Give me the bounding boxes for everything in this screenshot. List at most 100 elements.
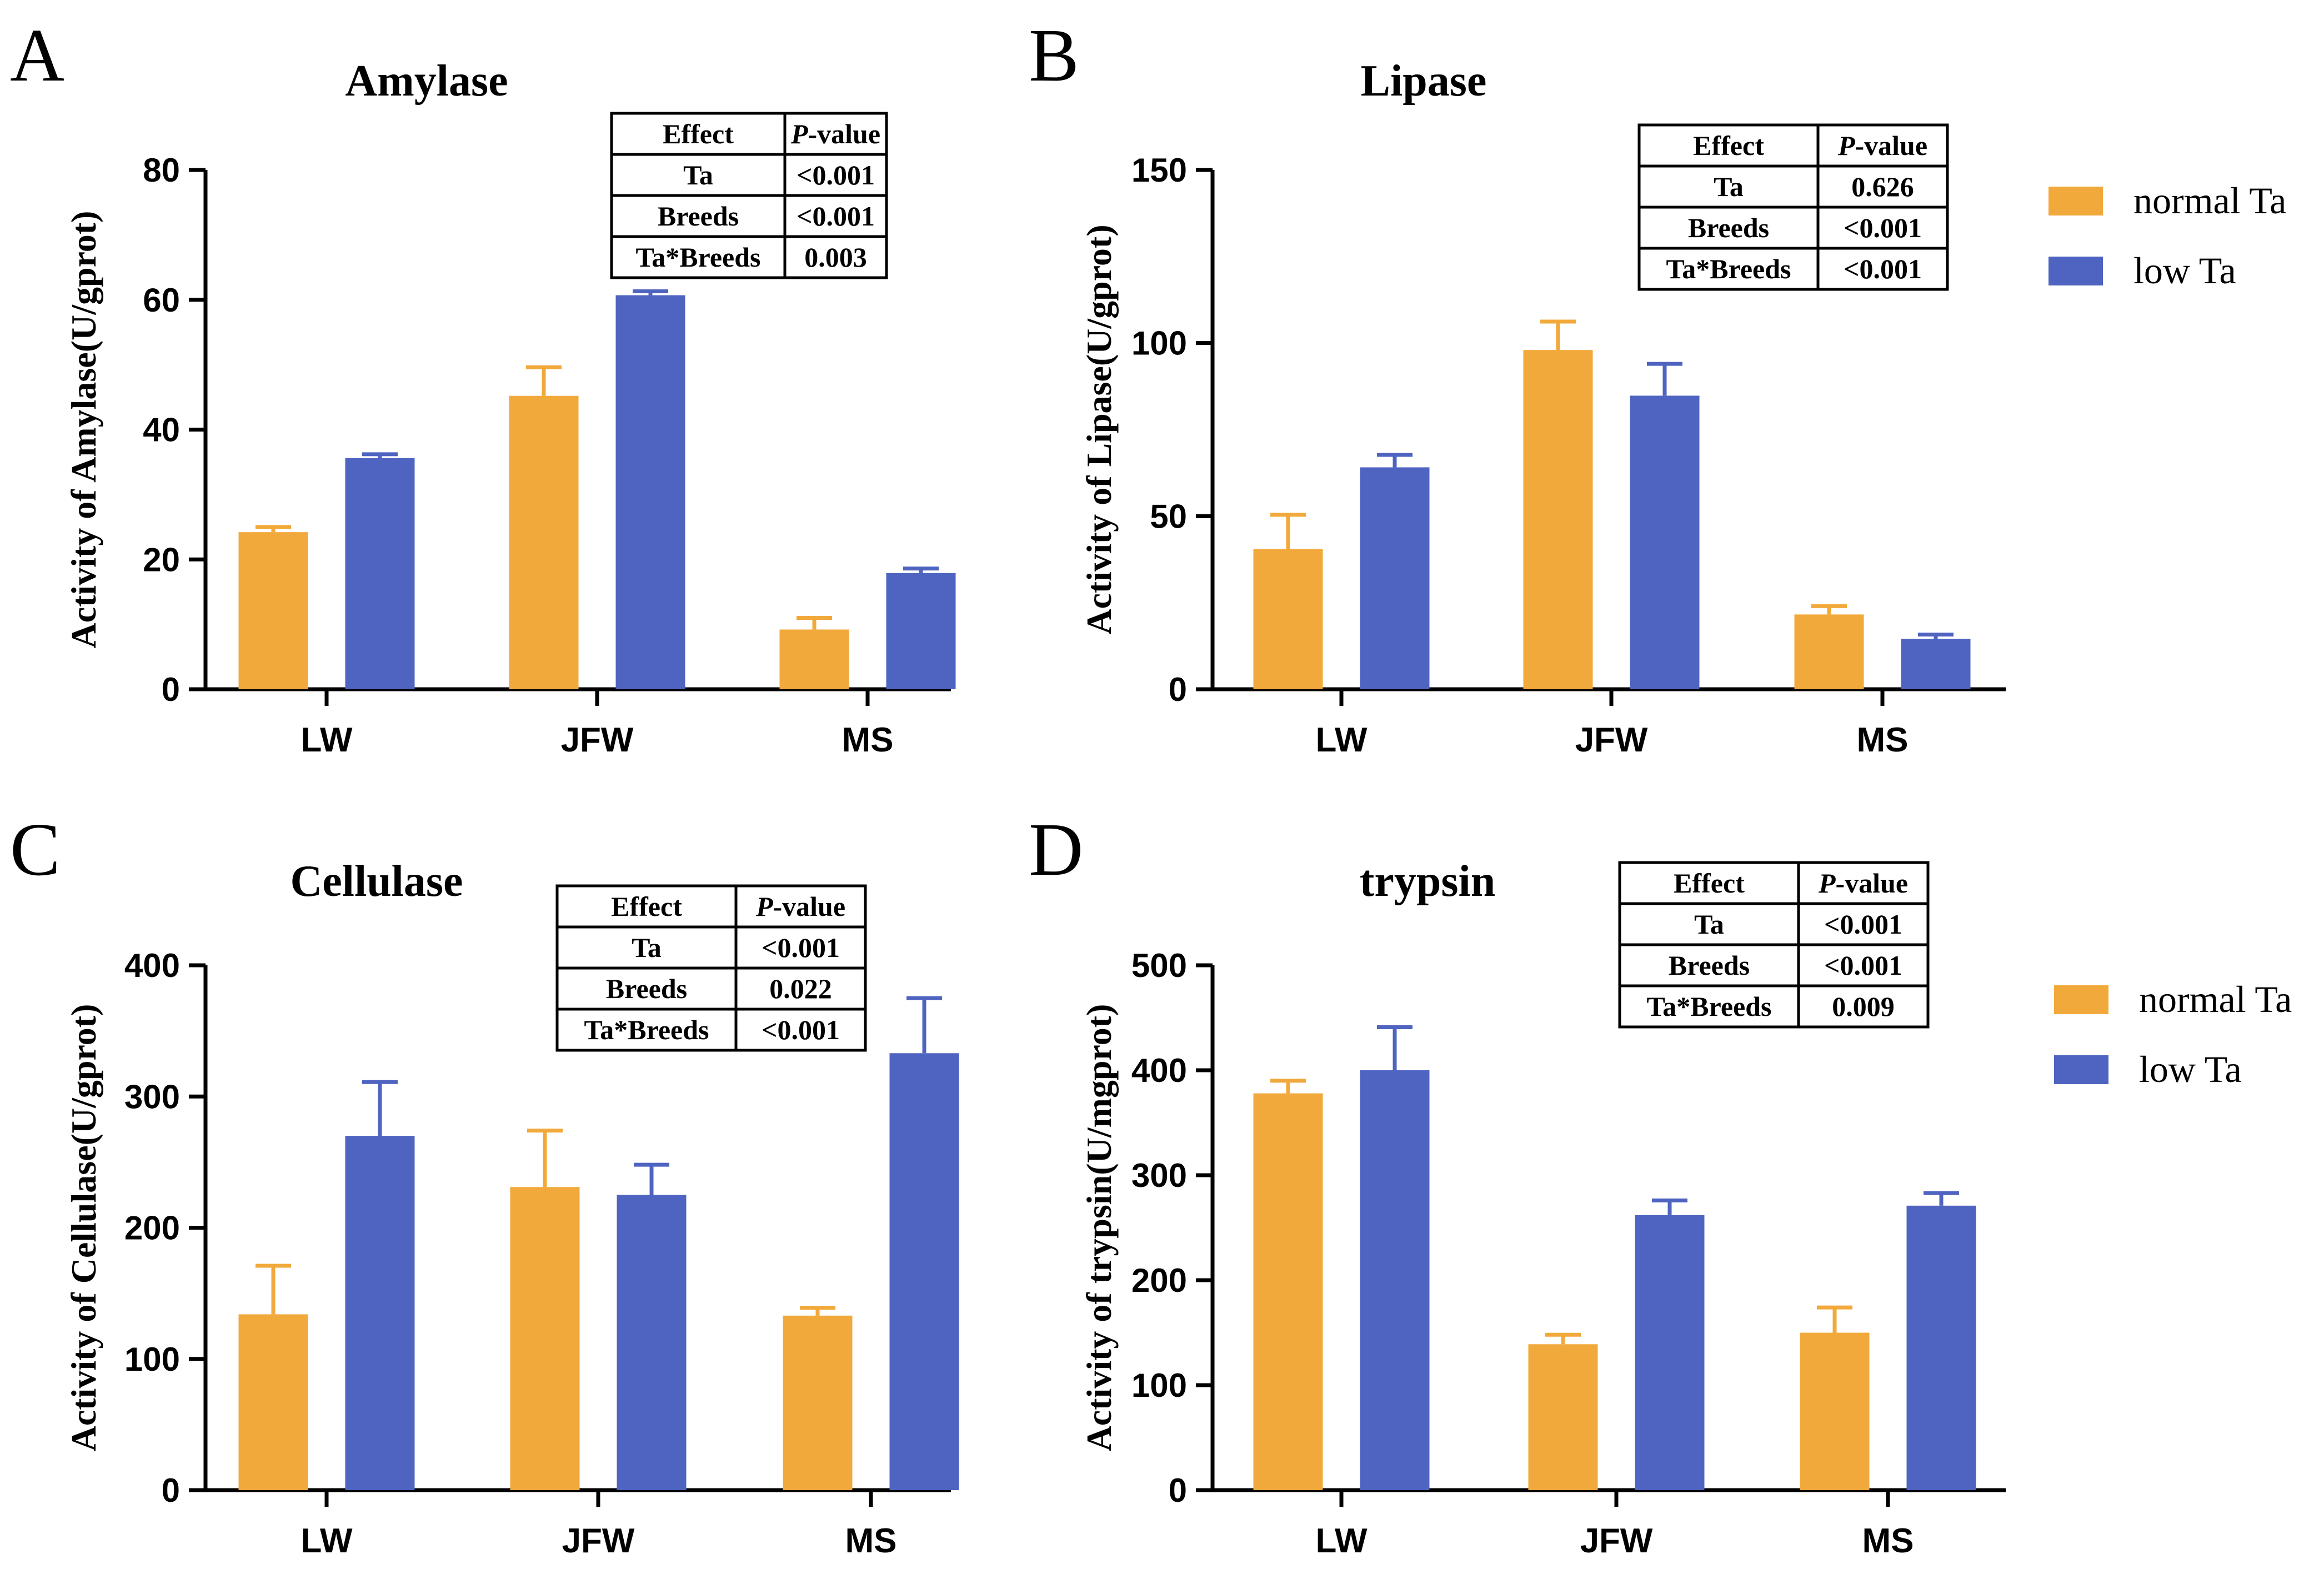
bar-normal-ta-lw [238, 532, 308, 689]
legend-swatch [2048, 257, 2103, 285]
bar-normal-ta-ms [779, 629, 849, 689]
y-tick-label: 20 [143, 541, 180, 578]
stats-pvalue-cell: <0.001 [797, 200, 875, 232]
stats-pvalue-cell: 0.022 [769, 973, 832, 1004]
legend-swatch [2054, 1055, 2108, 1084]
bar-normal-ta-lw [1253, 549, 1323, 689]
stats-header-effect: Effect [1693, 130, 1764, 161]
stats-effect-cell: Ta [632, 932, 662, 963]
x-tick-label: MS [1857, 721, 1909, 759]
y-axis-label: Activity of Amylase(U/gprot) [64, 211, 103, 649]
legend-swatch [2048, 187, 2103, 215]
bar-normal-ta-ms [1794, 614, 1864, 689]
bar-normal-ta-jfw [1528, 1344, 1598, 1490]
stats-header-effect: Effect [611, 891, 682, 922]
stats-table: Effect P-value Ta 0.626 Breeds <0.001 Ta*Breed… [1637, 123, 1949, 291]
stats-pvalue-cell: <0.001 [797, 159, 875, 191]
stats-header-effect: Effect [1674, 868, 1745, 899]
legend-label: normal Ta [2133, 179, 2286, 222]
y-tick-label: 200 [1131, 1262, 1187, 1299]
x-tick-label: LW [1316, 1522, 1368, 1560]
x-tick-label: JFW [562, 1522, 635, 1560]
y-tick-label: 0 [162, 1472, 180, 1509]
stats-pvalue-cell: <0.001 [1824, 950, 1902, 981]
stats-effect-cell: Breeds [658, 200, 739, 232]
bar-low-ta-jfw [617, 1195, 687, 1490]
legend: normal Ta low Ta [2054, 978, 2292, 1090]
bar-low-ta-lw [345, 1136, 415, 1490]
bar-normal-ta-ms [783, 1315, 853, 1490]
stats-effect-cell: Breeds [1669, 950, 1750, 981]
stats-effect-cell: Breeds [606, 973, 687, 1004]
bar-normal-ta-ms [1800, 1332, 1870, 1490]
x-tick-label: MS [842, 721, 894, 759]
legend-swatch [2054, 985, 2108, 1014]
stats-table: Effect P-value Ta <0.001 Breeds 0.022 Ta*Breed… [555, 884, 867, 1052]
x-tick-label: LW [301, 1522, 353, 1560]
stats-header-pvalue: P-value [1818, 868, 1908, 899]
y-axis-label: Activity of Cellulase(U/gprot) [64, 1004, 103, 1452]
bar-low-ta-jfw [615, 295, 685, 689]
x-tick-label: MS [1862, 1522, 1914, 1560]
stats-pvalue-cell: 0.003 [804, 242, 867, 273]
stats-effect-cell: Ta*Breeds [1666, 253, 1791, 284]
bar-normal-ta-jfw [510, 1187, 580, 1490]
bar-low-ta-jfw [1635, 1215, 1705, 1490]
stats-effect-cell: Ta*Breeds [584, 1014, 709, 1045]
chart-title: Cellulase [290, 857, 463, 906]
panel-letter: C [10, 808, 61, 891]
bar-low-ta-lw [345, 458, 415, 689]
stats-pvalue-cell: <0.001 [1844, 253, 1922, 284]
stats-effect-cell: Ta*Breeds [1646, 991, 1771, 1022]
stats-effect-cell: Ta [1714, 171, 1744, 202]
legend-label: normal Ta [2139, 978, 2292, 1020]
stats-pvalue-cell: 0.009 [1832, 991, 1895, 1022]
chart-title: trypsin [1360, 857, 1496, 906]
stats-pvalue-cell: <0.001 [1824, 909, 1902, 940]
bar-normal-ta-lw [238, 1314, 308, 1490]
y-tick-label: 300 [1131, 1157, 1187, 1194]
legend-label: low Ta [2139, 1048, 2242, 1090]
y-tick-label: 200 [124, 1210, 180, 1247]
y-tick-label: 0 [162, 671, 180, 708]
x-tick-label: LW [301, 721, 353, 759]
bar-low-ta-ms [1901, 638, 1971, 689]
bar-low-ta-ms [1906, 1205, 1976, 1490]
panel-a: A Amylase Activity of Amylase(U/gprot) 0 20 4… [10, 14, 956, 759]
stats-pvalue-cell: <0.001 [762, 1014, 840, 1045]
panel-letter: A [10, 14, 64, 97]
stats-pvalue-cell: 0.626 [1851, 171, 1914, 202]
y-tick-label: 100 [1131, 1367, 1187, 1404]
y-axis-label: Activity of trypsin(U/mgprot) [1079, 1004, 1119, 1452]
stats-pvalue-cell: <0.001 [762, 932, 840, 963]
y-tick-label: 40 [143, 412, 180, 449]
x-tick-label: JFW [1575, 721, 1648, 759]
stats-header-effect: Effect [663, 118, 734, 149]
stats-table: Effect P-value Ta <0.001 Breeds <0.001 Ta*Bree… [610, 112, 888, 279]
y-tick-label: 0 [1169, 1472, 1187, 1509]
bar-low-ta-ms [889, 1053, 959, 1490]
panel-letter: D [1029, 808, 1083, 891]
y-tick-label: 300 [124, 1078, 180, 1115]
stats-effect-cell: Ta*Breeds [635, 242, 760, 273]
legend-label: low Ta [2133, 249, 2236, 292]
stats-header-pvalue: P-value [1837, 130, 1927, 161]
y-tick-label: 60 [143, 282, 180, 319]
x-tick-label: MS [845, 1522, 897, 1560]
x-tick-label: LW [1316, 721, 1368, 759]
stats-pvalue-cell: <0.001 [1844, 212, 1922, 243]
y-tick-label: 100 [124, 1341, 180, 1378]
legend: normal Ta low Ta [2048, 179, 2286, 292]
panel-letter: B [1029, 14, 1079, 97]
y-tick-label: 80 [143, 152, 180, 189]
y-tick-label: 50 [1150, 498, 1187, 535]
y-tick-label: 400 [1131, 1052, 1187, 1089]
y-tick-label: 0 [1169, 671, 1187, 708]
stats-table: Effect P-value Ta <0.001 Breeds <0.001 Ta*Bree… [1618, 861, 1930, 1029]
bar-normal-ta-jfw [509, 395, 579, 689]
bar-low-ta-lw [1360, 1070, 1430, 1490]
bar-normal-ta-lw [1253, 1093, 1323, 1490]
panel-b: B Lipase Activity of Lipase(U/gprot) 0 50 100… [1029, 14, 2006, 759]
